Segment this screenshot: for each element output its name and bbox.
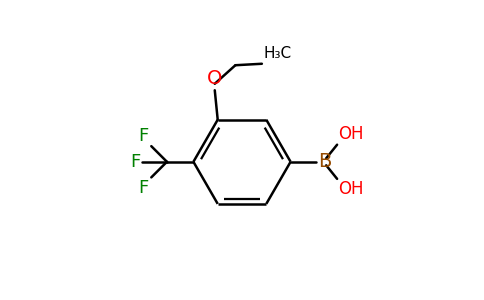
Text: B: B <box>318 152 332 171</box>
Text: OH: OH <box>339 180 364 198</box>
Text: O: O <box>207 69 223 88</box>
Text: F: F <box>139 127 149 145</box>
Text: F: F <box>130 153 140 171</box>
Text: H₃C: H₃C <box>264 46 292 62</box>
Text: OH: OH <box>339 125 364 143</box>
Text: F: F <box>139 179 149 197</box>
